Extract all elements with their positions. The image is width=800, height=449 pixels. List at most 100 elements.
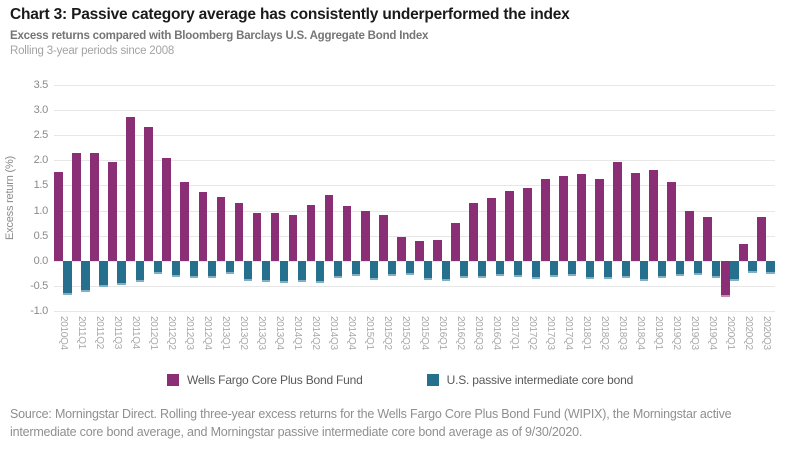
gridline	[54, 285, 775, 287]
bar-wells-fargo	[414, 240, 424, 261]
bar-wells-fargo	[126, 116, 136, 261]
x-tick-label: 2014Q2	[310, 316, 322, 350]
bar-wells-fargo	[685, 211, 694, 261]
bar-passive	[550, 260, 559, 277]
bar-wells-fargo	[378, 215, 388, 261]
bar-wells-fargo	[72, 152, 82, 261]
bar-wells-fargo	[721, 260, 731, 297]
bar-wells-fargo	[450, 223, 460, 261]
bar-wells-fargo	[757, 216, 767, 261]
bar-passive	[694, 260, 703, 275]
y-tick-label: -1.0	[30, 305, 48, 317]
bar-passive	[333, 260, 342, 279]
bar-wells-fargo	[649, 169, 658, 261]
x-tick-label: 2020Q2	[742, 316, 754, 350]
y-tick-label: -0.5	[30, 279, 48, 292]
bar-wells-fargo	[613, 161, 622, 261]
bar-passive	[369, 260, 378, 280]
x-tick-label: 2019Q3	[688, 316, 700, 350]
bar-passive	[351, 260, 360, 276]
bar-wells-fargo	[396, 236, 406, 261]
x-tick-label: 2011Q4	[130, 316, 142, 350]
bar-wells-fargo	[595, 179, 604, 261]
bar-passive	[243, 260, 252, 281]
bar-passive	[477, 260, 487, 278]
gridline	[54, 260, 775, 262]
bar-passive	[712, 260, 721, 279]
bar-passive	[730, 260, 739, 281]
bar-passive	[568, 260, 577, 276]
x-axis-tick-labels: 2010Q4 2011Q1 2011Q2 2011Q3 2011Q4 2012Q1 2012…	[54, 316, 775, 364]
bar-wells-fargo	[559, 175, 568, 261]
x-tick-label: 2013Q3	[256, 316, 268, 350]
chart-subtitle: Excess returns compared with Bloomberg B…	[10, 30, 429, 42]
bar-wells-fargo	[288, 214, 298, 261]
x-tick-label: 2012Q1	[148, 316, 160, 350]
x-tick-label: 2017Q2	[526, 316, 538, 350]
x-tick-label: 2020Q3	[760, 316, 772, 350]
bar-wells-fargo	[703, 216, 712, 261]
x-tick-label: 2019Q4	[706, 316, 718, 350]
x-tick-label: 2016Q4	[490, 316, 502, 350]
bar-passive	[117, 260, 126, 285]
plot-area	[54, 85, 775, 312]
chart-period-note: Rolling 3-year periods since 2008	[10, 45, 175, 57]
y-tick-label: 3.0	[33, 104, 49, 117]
bar-passive	[658, 260, 667, 279]
bar-wells-fargo	[90, 152, 100, 261]
x-tick-label: 2020Q1	[724, 316, 736, 350]
bar-passive	[423, 260, 433, 280]
bar-wells-fargo	[180, 182, 190, 261]
gridline	[54, 110, 775, 112]
x-tick-label: 2015Q1	[364, 316, 376, 350]
bar-wells-fargo	[234, 203, 244, 261]
x-tick-label: 2017Q4	[562, 316, 574, 350]
y-axis-tick-labels: 3.5 3.0 2.5 2.0 1.5 1.0 0.5 0.0 -0.5 -1.0	[0, 79, 49, 317]
x-tick-label: 2010Q4	[58, 316, 69, 350]
bar-wells-fargo	[577, 174, 586, 261]
x-tick-label: 2017Q1	[508, 316, 520, 350]
x-tick-label: 2015Q2	[382, 316, 394, 350]
bar-passive	[135, 260, 144, 282]
page-title: Chart 3: Passive category average has co…	[10, 6, 570, 23]
bar-wells-fargo	[631, 172, 640, 261]
legend: Wells Fargo Core Plus Bond Fund U.S. pass…	[0, 371, 800, 389]
x-tick-label: 2013Q4	[274, 316, 286, 350]
legend-swatch-icon	[166, 374, 179, 386]
x-tick-label: 2011Q2	[94, 316, 106, 350]
bar-wells-fargo	[324, 195, 334, 261]
x-tick-label: 2018Q2	[598, 316, 610, 350]
bar-passive	[297, 260, 306, 282]
bar-wells-fargo	[360, 211, 370, 261]
legend-item: Wells Fargo Core Plus Bond Fund	[166, 373, 363, 387]
x-tick-label: 2011Q1	[76, 316, 88, 350]
y-tick-label: 3.5	[33, 79, 49, 91]
bar-passive	[153, 260, 162, 274]
gridline	[54, 311, 775, 312]
bar-wells-fargo	[108, 161, 118, 261]
bar-passive	[532, 260, 541, 280]
bar-passive	[99, 260, 108, 287]
source-note: Source: Morningstar Direct. Rolling thre…	[10, 407, 732, 439]
x-tick-label: 2013Q2	[238, 316, 250, 350]
legend-label: Wells Fargo Core Plus Bond Fund	[186, 373, 363, 387]
bar-passive	[441, 260, 451, 281]
x-tick-label: 2012Q3	[184, 316, 196, 350]
x-tick-label: 2015Q3	[400, 316, 412, 350]
x-tick-label: 2019Q1	[652, 316, 664, 350]
bar-wells-fargo	[270, 213, 280, 261]
bar-passive	[766, 260, 775, 275]
y-tick-label: 0.0	[33, 254, 49, 267]
x-tick-label: 2018Q3	[616, 316, 628, 350]
x-tick-label: 2019Q2	[670, 316, 682, 350]
bar-wells-fargo	[468, 202, 478, 261]
bar-passive	[387, 260, 397, 276]
x-tick-label: 2013Q1	[220, 316, 232, 350]
x-tick-label: 2014Q1	[292, 316, 304, 350]
legend-item: U.S. passive intermediate core bond	[426, 373, 633, 387]
bar-wells-fargo	[667, 181, 676, 261]
bar-passive	[261, 260, 270, 282]
bar-wells-fargo	[54, 172, 64, 261]
bar-passive	[63, 260, 72, 295]
bar-passive	[676, 260, 685, 276]
